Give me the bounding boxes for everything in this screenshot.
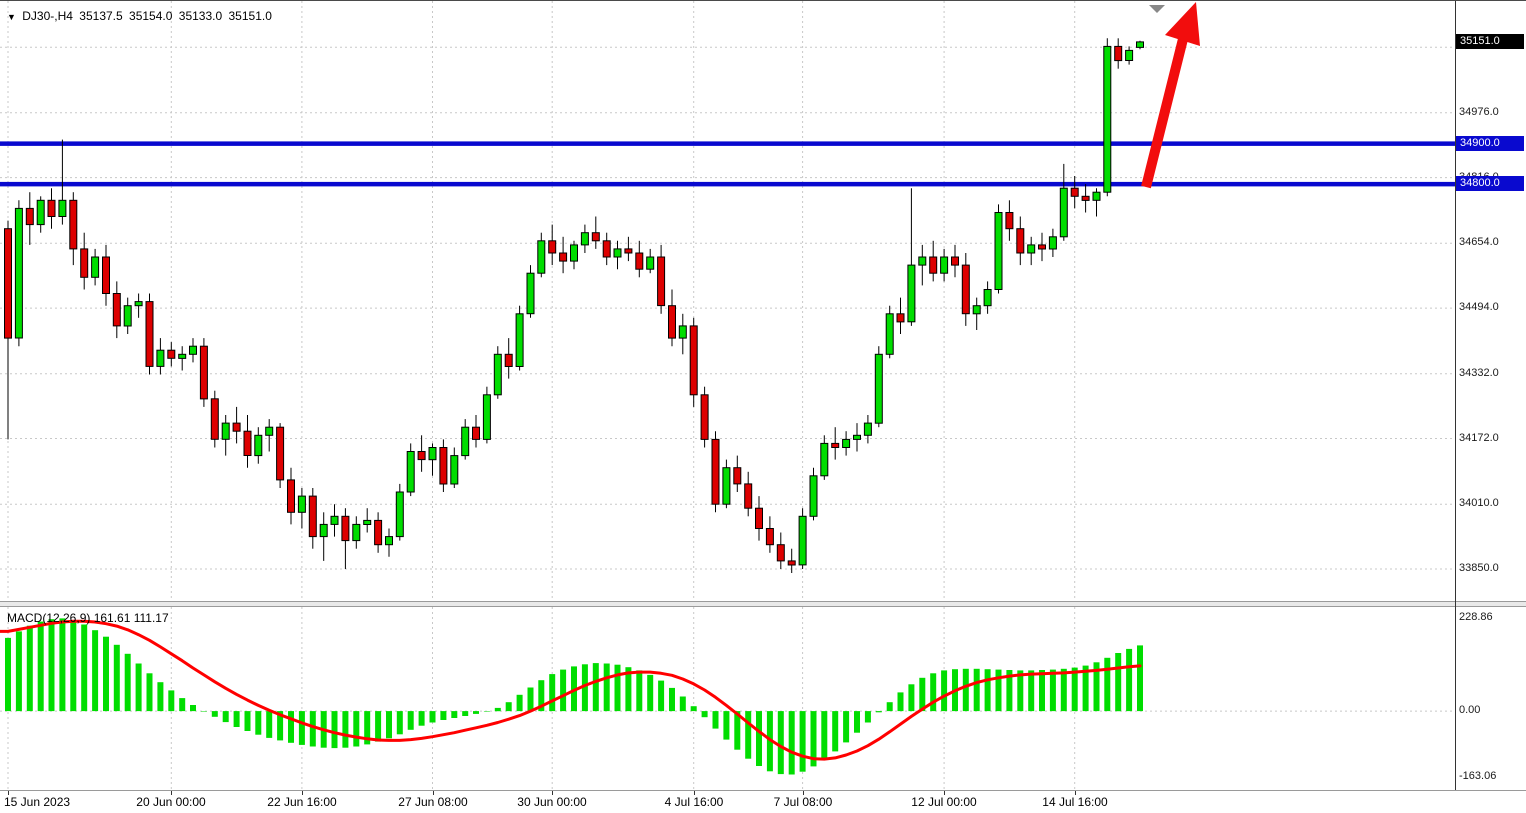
price-axis[interactable]: 35138.034976.034816.034654.034494.034332… — [1456, 1, 1526, 601]
time-tick — [944, 791, 945, 795]
macd-histogram — [5, 618, 1143, 775]
hline-price-tag: 34900.0 — [1456, 136, 1524, 151]
price-chart-panel[interactable]: ▼ DJ30-,H4 35137.5 35154.0 35133.0 35151… — [0, 1, 1455, 601]
candlesticks — [4, 38, 1144, 573]
panel-separator[interactable] — [0, 601, 1526, 607]
symbol-timeframe-label: DJ30-,H4 — [22, 9, 73, 23]
time-axis-label: 27 Jun 08:00 — [398, 795, 468, 809]
ohlc-info: ▼ DJ30-,H4 35137.5 35154.0 35133.0 35151… — [7, 9, 275, 23]
price-axis-label: 34010.0 — [1459, 497, 1499, 509]
macd-indicator-label: MACD(12,26,9) 161.61 111.17 — [7, 611, 169, 625]
macd-panel[interactable]: MACD(12,26,9) 161.61 111.17 — [0, 607, 1455, 790]
time-axis-label: 15 Jun 2023 — [4, 795, 71, 809]
ohlc-close: 35151.0 — [228, 9, 272, 23]
time-tick — [1075, 791, 1076, 795]
macd-axis[interactable]: 228.86 0.00 -163.06 — [1456, 607, 1526, 790]
price-chart-canvas[interactable] — [0, 1, 1455, 601]
time-tick — [803, 791, 804, 795]
time-tick — [552, 791, 553, 795]
macd-axis-label: -163.06 — [1459, 770, 1497, 782]
grid-lines — [0, 1, 1455, 601]
macd-axis-label: 228.86 — [1459, 611, 1493, 623]
macd-signal-line — [0, 619, 1142, 761]
time-tick — [433, 791, 434, 795]
time-axis-label: 12 Jul 00:00 — [911, 795, 977, 809]
support-resistance-line[interactable] — [0, 141, 1455, 146]
macd-grid-lines — [0, 607, 1455, 790]
price-axis-label: 34654.0 — [1459, 236, 1499, 248]
ohlc-low: 35133.0 — [178, 9, 223, 23]
time-axis[interactable]: 15 Jun 2023 20 Jun 00:00 22 Jun 16:00 27 Ju… — [0, 790, 1526, 813]
support-resistance-line[interactable] — [0, 181, 1455, 187]
price-axis-label: 34172.0 — [1459, 432, 1499, 444]
price-axis-label: 33850.0 — [1459, 562, 1499, 574]
chart-shift-marker-icon[interactable] — [1149, 5, 1165, 13]
ohlc-high: 35154.0 — [129, 9, 173, 23]
up-arrow-object[interactable] — [1141, 2, 1200, 189]
macd-axis-label: 0.00 — [1459, 704, 1481, 716]
time-tick — [171, 791, 172, 795]
price-axis-label: 34494.0 — [1459, 301, 1499, 313]
symbol-dropdown-icon[interactable]: ▼ — [7, 12, 16, 22]
time-axis-label: 4 Jul 16:00 — [664, 795, 724, 809]
time-tick — [302, 791, 303, 795]
time-tick — [8, 791, 9, 795]
axis-divider-line — [1455, 1, 1456, 790]
time-axis-label: 22 Jun 16:00 — [267, 795, 337, 809]
time-axis-label: 14 Jul 16:00 — [1042, 795, 1108, 809]
ohlc-open: 35137.5 — [79, 9, 123, 23]
time-tick — [694, 791, 695, 795]
macd-canvas[interactable] — [0, 607, 1455, 790]
price-axis-label: 34332.0 — [1459, 367, 1499, 379]
time-axis-label: 30 Jun 00:00 — [517, 795, 587, 809]
hline-price-tag: 34800.0 — [1456, 176, 1524, 191]
price-axis-label: 34976.0 — [1459, 106, 1499, 118]
time-axis-label: 20 Jun 00:00 — [136, 795, 206, 809]
current-price-tag: 35151.0 — [1456, 34, 1524, 49]
time-axis-label: 7 Jul 08:00 — [773, 795, 833, 809]
